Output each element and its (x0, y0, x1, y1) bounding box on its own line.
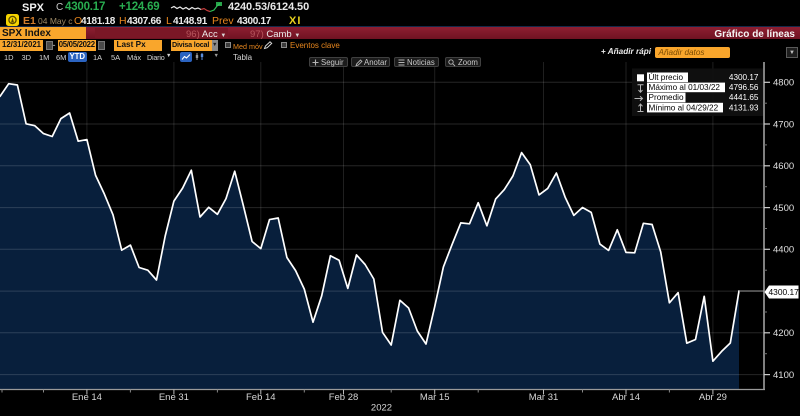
svg-text:4500: 4500 (773, 203, 794, 214)
svg-text:4200: 4200 (773, 328, 794, 339)
svg-text:Máximo al 01/03/22: Máximo al 01/03/22 (649, 83, 721, 92)
svg-text:4441.65: 4441.65 (729, 93, 759, 102)
svg-text:Feb 14: Feb 14 (246, 392, 276, 403)
svg-text:Ene 14: Ene 14 (72, 392, 102, 403)
svg-text:Abr 14: Abr 14 (612, 392, 640, 403)
svg-text:4400: 4400 (773, 245, 794, 256)
svg-text:Mínimo al 04/29/22: Mínimo al 04/29/22 (649, 103, 719, 112)
svg-text:4600: 4600 (773, 161, 794, 172)
svg-text:Promedio: Promedio (649, 93, 684, 102)
svg-text:4800: 4800 (773, 78, 794, 89)
svg-text:2022: 2022 (371, 403, 392, 414)
svg-text:4100: 4100 (773, 370, 794, 381)
svg-text:4300.17: 4300.17 (729, 73, 759, 82)
svg-text:4131.93: 4131.93 (729, 103, 759, 112)
svg-text:Mar 31: Mar 31 (529, 392, 559, 403)
svg-text:Mar 15: Mar 15 (420, 392, 450, 403)
svg-text:4300.17: 4300.17 (769, 287, 800, 297)
svg-text:4796.56: 4796.56 (729, 83, 759, 92)
svg-text:Abr 29: Abr 29 (699, 392, 727, 403)
svg-text:4700: 4700 (773, 119, 794, 130)
svg-text:Ene 31: Ene 31 (159, 392, 189, 403)
svg-text:Feb 28: Feb 28 (329, 392, 359, 403)
svg-text:Últ precio: Últ precio (649, 72, 684, 82)
